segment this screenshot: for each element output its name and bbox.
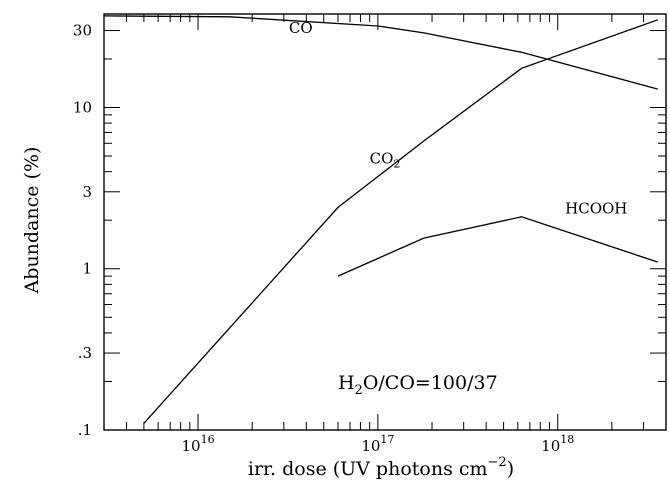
x-tick-base: 10: [541, 437, 560, 455]
series-line: [337, 216, 659, 277]
plot-frame: [103, 13, 667, 431]
x-tick-base: 10: [361, 437, 380, 455]
ratio-annotation-part: H: [338, 372, 355, 394]
y-tick-label: 3: [82, 183, 92, 201]
series-label: CO2: [370, 149, 401, 170]
ratio-annotation: H2O/CO=100/37: [338, 372, 498, 398]
x-tick-exponent: 16: [201, 433, 215, 446]
series-label-name: CO: [289, 19, 313, 37]
series-label-name: HCOOH: [565, 200, 627, 218]
x-axis-label: irr. dose (UV photons cm−2): [248, 455, 514, 480]
x-tick-label: 1018: [541, 433, 574, 455]
axis-ticks: [103, 14, 667, 431]
series-label: CO: [289, 19, 313, 37]
y-tick-label: 10: [73, 98, 92, 116]
series-lines: [103, 15, 659, 424]
x-axis-label-main: irr. dose (UV photons cm: [248, 458, 488, 480]
y-tick-label: 1: [82, 260, 92, 278]
y-tick-label: .3: [78, 344, 92, 362]
series-label-subscript: 2: [393, 157, 400, 170]
x-axis-label-exponent: −2: [488, 455, 507, 470]
x-tick-base: 10: [181, 437, 200, 455]
series-label: HCOOH: [565, 200, 627, 218]
series-line: [143, 19, 659, 424]
ratio-annotation-part: 2: [355, 383, 363, 398]
x-tick-label: 1017: [361, 433, 394, 455]
x-tick-exponent: 18: [560, 433, 574, 446]
x-tick-exponent: 17: [380, 433, 394, 446]
series-line: [103, 15, 658, 90]
ratio-annotation-part: O/CO=100/37: [363, 372, 498, 394]
series-label-name: CO: [370, 149, 394, 167]
y-tick-label: 30: [73, 22, 92, 40]
y-axis-label: Abundance (%): [21, 147, 43, 295]
x-axis-label-close: ): [507, 458, 514, 480]
x-tick-label: 1016: [181, 433, 214, 455]
y-tick-label: .1: [78, 421, 92, 439]
